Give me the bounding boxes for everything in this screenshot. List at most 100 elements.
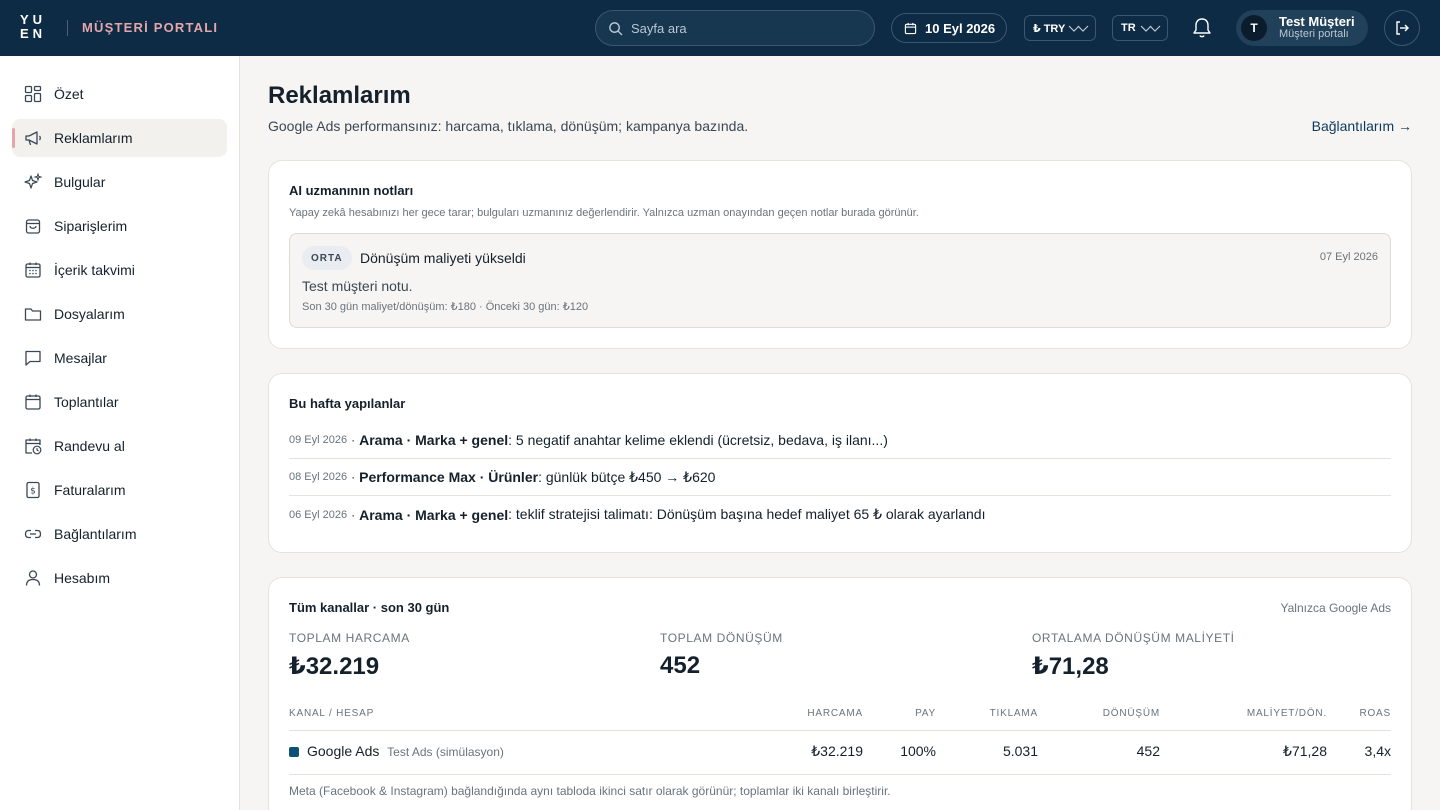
list-item: 09 Eyl 2026 · Arama · Marka + genel: 5 neg… bbox=[289, 422, 1391, 459]
kpi-value: ₺32.219 bbox=[289, 653, 380, 680]
column-header: ROAS bbox=[1359, 708, 1391, 719]
sidebar-item-label: Hesabım bbox=[54, 570, 111, 586]
sidebar-item-bulgular[interactable]: Bulgular bbox=[12, 163, 227, 201]
megaphone-icon bbox=[25, 131, 41, 146]
activity-text: : 5 negatif anahtar kelime eklendi (ücre… bbox=[508, 432, 888, 448]
activity-date: 08 Eyl 2026 bbox=[289, 471, 348, 483]
channels-card: Tüm kanallar · son 30 gün Yalnızca Googl… bbox=[268, 577, 1412, 810]
roas-cell: 3,4x bbox=[1364, 743, 1391, 759]
table-divider bbox=[289, 730, 1391, 731]
separator-dot: · bbox=[351, 470, 356, 484]
sidebar-item-label: Özet bbox=[54, 86, 84, 102]
brand-logo[interactable]: YU EN bbox=[20, 13, 50, 43]
invoice-icon: $ bbox=[26, 481, 40, 499]
conversions-cell: 452 bbox=[1136, 743, 1160, 759]
date-picker-button[interactable]: 10 Eyl 2026 bbox=[891, 13, 1007, 43]
user-icon bbox=[25, 570, 41, 586]
logo-text-top: YU bbox=[20, 12, 47, 27]
kpi-label: TOPLAM HARCAMA bbox=[289, 631, 410, 645]
calendar-icon bbox=[25, 394, 41, 410]
logout-button[interactable] bbox=[1384, 10, 1420, 46]
chevron-down-icon bbox=[1068, 25, 1089, 32]
calendar-icon bbox=[904, 22, 917, 34]
share-cell: 100% bbox=[900, 743, 936, 759]
card-title: AI uzmanının notları bbox=[289, 183, 414, 198]
sidebar-item-icerik-takvimi[interactable]: İçerik takvimi bbox=[12, 251, 227, 289]
sidebar-item-toplantilar[interactable]: Toplantılar bbox=[12, 383, 227, 421]
sidebar-item-ozet[interactable]: Özet bbox=[12, 75, 227, 113]
table-divider bbox=[289, 774, 1391, 775]
activity-text: : teklif stratejisi talimatı: Dönüşüm ba… bbox=[508, 506, 986, 522]
cost-per-conversion-cell: ₺71,28 bbox=[1283, 743, 1327, 759]
page-title: Reklamlarım bbox=[268, 82, 411, 109]
sidebar-item-baglantilarim[interactable]: Bağlantılarım bbox=[12, 515, 227, 553]
selected-date: 10 Eyl 2026 bbox=[925, 20, 996, 36]
column-header: MALİYET/DÖN. bbox=[1246, 708, 1327, 719]
sidebar-item-dosyalarim[interactable]: Dosyalarım bbox=[12, 295, 227, 333]
calendar-grid-icon bbox=[25, 262, 41, 278]
sidebar-item-faturalarim[interactable]: $ Faturalarım bbox=[12, 471, 227, 509]
list-item: 08 Eyl 2026 · Performance Max · Ürünler: g… bbox=[289, 459, 1391, 496]
sidebar-item-mesajlar[interactable]: Mesajlar bbox=[12, 339, 227, 377]
chat-icon bbox=[25, 350, 41, 366]
card-description: Yapay zekâ hesabınızı her gece tarar; bu… bbox=[289, 207, 919, 219]
sidebar-item-label: Faturalarım bbox=[54, 482, 126, 498]
search-box[interactable] bbox=[595, 10, 875, 46]
sidebar-item-label: İçerik takvimi bbox=[54, 262, 135, 278]
sidebar-item-hesabim[interactable]: Hesabım bbox=[12, 559, 227, 597]
ai-notes-card: AI uzmanının notları Yapay zekâ hesabını… bbox=[268, 160, 1412, 349]
sidebar-item-label: Toplantılar bbox=[54, 394, 119, 410]
sidebar-item-reklamlarim[interactable]: Reklamlarım bbox=[12, 119, 227, 157]
header-divider bbox=[67, 20, 68, 36]
ai-note[interactable]: ORTA Dönüşüm maliyeti yükseldi 07 Eyl 20… bbox=[289, 233, 1391, 328]
bell-icon[interactable] bbox=[1192, 17, 1212, 39]
table-row[interactable]: Google Ads Test Ads (simülasyon) bbox=[307, 743, 504, 759]
sidebar-item-label: Bulgular bbox=[54, 174, 106, 190]
channel-color-swatch bbox=[289, 747, 299, 757]
activity-campaign: Arama · Marka + genel bbox=[359, 432, 509, 448]
logout-icon bbox=[1396, 21, 1409, 35]
card-title: Bu hafta yapılanlar bbox=[289, 396, 406, 411]
table-footnote: Meta (Facebook & Instagram) bağlandığınd… bbox=[289, 784, 891, 798]
card-title: Tüm kanallar · son 30 gün bbox=[289, 600, 450, 615]
column-header: TIKLAMA bbox=[989, 708, 1038, 719]
column-header: HARCAMA bbox=[807, 708, 863, 719]
sidebar-item-label: Randevu al bbox=[54, 438, 125, 454]
user-info: Test Müşteri Müşteri portalı bbox=[1279, 15, 1355, 41]
connections-link[interactable]: Bağlantılarım → bbox=[1311, 118, 1412, 134]
note-date: 07 Eyl 2026 bbox=[1319, 251, 1378, 263]
kpi-value: ₺71,28 bbox=[1032, 653, 1109, 680]
chevron-down-icon bbox=[1140, 25, 1161, 32]
spend-cell: ₺32.219 bbox=[811, 743, 863, 759]
activity-text: : günlük bütçe ₺450 → ₺620 bbox=[538, 468, 716, 485]
note-meta: Son 30 gün maliyet/dönüşüm: ₺180 · Öncek… bbox=[302, 301, 589, 313]
grid-icon bbox=[24, 85, 42, 103]
user-menu[interactable]: T Test Müşteri Müşteri portalı bbox=[1236, 10, 1368, 46]
scope-label: Yalnızca Google Ads bbox=[1280, 601, 1391, 615]
activity-date: 06 Eyl 2026 bbox=[289, 508, 348, 521]
currency-value: ₺ TRY bbox=[1033, 22, 1066, 35]
sidebar-item-label: Bağlantılarım bbox=[54, 526, 137, 542]
account-name: Test Ads (simülasyon) bbox=[387, 745, 504, 759]
folder-icon bbox=[24, 308, 42, 321]
user-role: Müşteri portalı bbox=[1279, 28, 1349, 40]
sidebar-item-label: Mesajlar bbox=[54, 350, 107, 366]
top-bar: YU EN MÜŞTERİ PORTALI 10 Eyl 2026 ₺ TRY … bbox=[0, 0, 1440, 56]
search-input[interactable] bbox=[631, 20, 851, 36]
sidebar: Özet Reklamlarım Bulgular Siparişlerim İ… bbox=[0, 56, 240, 810]
note-title: Dönüşüm maliyeti yükseldi bbox=[360, 250, 526, 266]
activity-date: 09 Eyl 2026 bbox=[289, 434, 348, 446]
activity-campaign: Performance Max · Ürünler bbox=[359, 469, 539, 485]
note-body: Test müşteri notu. bbox=[302, 278, 413, 294]
language-select[interactable]: TR bbox=[1112, 15, 1168, 41]
sidebar-item-siparislerim[interactable]: Siparişlerim bbox=[12, 207, 227, 245]
sidebar-item-label: Siparişlerim bbox=[54, 218, 128, 234]
separator-dot: · bbox=[351, 433, 356, 447]
svg-text:$: $ bbox=[30, 487, 36, 497]
activity-campaign: Arama · Marka + genel bbox=[359, 506, 509, 523]
sidebar-item-randevu-al[interactable]: Randevu al bbox=[12, 427, 227, 465]
currency-select[interactable]: ₺ TRY bbox=[1024, 15, 1096, 41]
language-value: TR bbox=[1121, 22, 1136, 34]
column-header: PAY bbox=[915, 708, 936, 719]
channel-name: Google Ads bbox=[307, 743, 380, 759]
